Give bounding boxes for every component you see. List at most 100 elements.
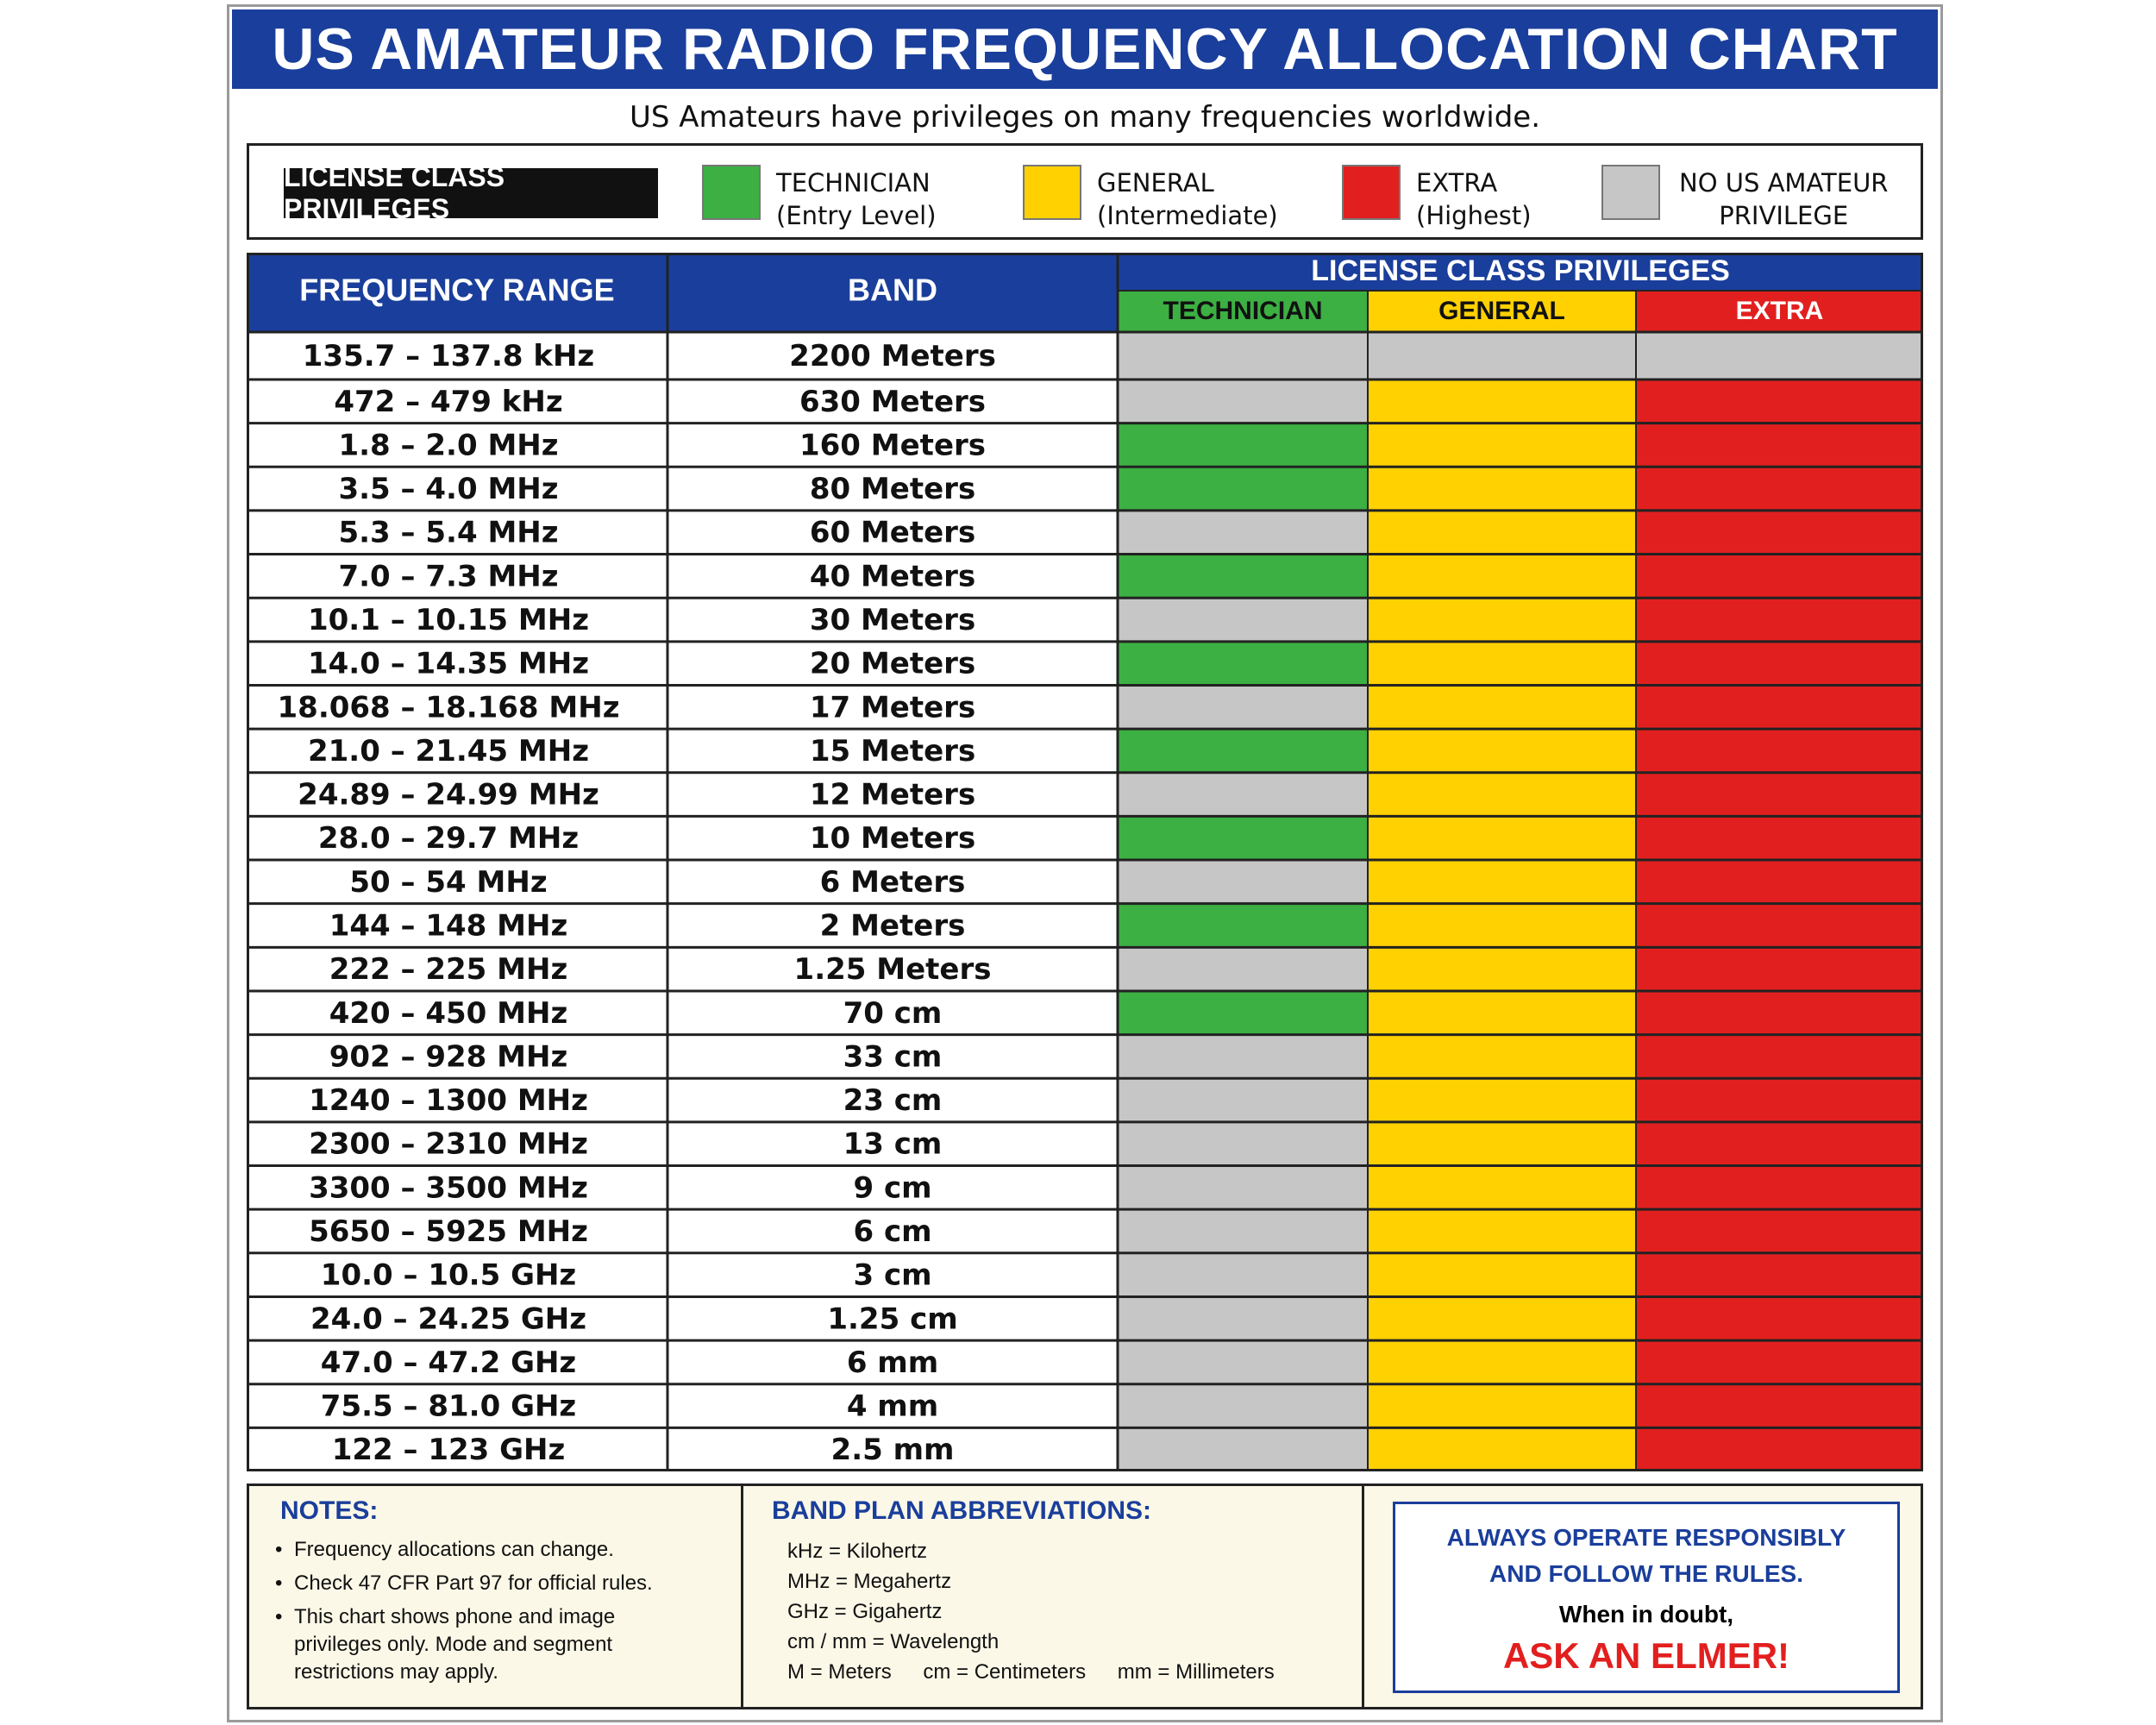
band-label: 2200 Meters	[789, 339, 996, 373]
abbreviation-line-units: M = Meters cm = Centimeters mm = Millime…	[787, 1657, 1300, 1687]
band-label: 60 Meters	[810, 516, 975, 550]
frequency-label: 1240 – 1300 MHz	[309, 1083, 588, 1118]
frequency-label: 1.8 – 2.0 MHz	[338, 428, 558, 462]
frequency-cell	[247, 332, 667, 380]
header-privileges-cell	[1118, 253, 1923, 291]
frequency-cell	[247, 423, 667, 467]
privilege-cell-technician	[1118, 903, 1368, 948]
band-cell	[667, 641, 1118, 686]
motto-line: AND FOLLOW THE RULES.	[1489, 1560, 1803, 1587]
privilege-cell-extra	[1636, 990, 1923, 1035]
no-privilege-swatch	[1601, 165, 1660, 220]
legend-text-none: NO US AMATEUR PRIVILEGE	[1679, 166, 1888, 232]
frequency-label: 10.1 – 10.15 MHz	[308, 603, 589, 637]
notes-column: NOTES: Frequency allocations can change.…	[249, 1486, 743, 1707]
frequency-label: 28.0 – 29.7 MHz	[318, 821, 579, 856]
frequency-label: 18.068 – 18.168 MHz	[278, 690, 620, 724]
privilege-cell-extra	[1636, 1034, 1923, 1079]
motto-line: When in doubt,	[1558, 1601, 1734, 1628]
frequency-cell	[247, 554, 667, 599]
band-label: 2.5 mm	[831, 1433, 955, 1467]
band-cell	[667, 772, 1118, 817]
privilege-cell-extra	[1636, 598, 1923, 642]
frequency-cell	[247, 947, 667, 991]
privilege-cell-general	[1368, 860, 1636, 904]
privilege-cell-technician	[1118, 1078, 1368, 1122]
legend-text-extra: EXTRA (Highest)	[1416, 166, 1532, 232]
frequency-label: 144 – 148 MHz	[329, 909, 568, 944]
header-technician-cell	[1118, 291, 1368, 332]
band-cell	[667, 1209, 1118, 1253]
band-cell	[667, 467, 1118, 511]
notes-heading: NOTES:	[280, 1496, 379, 1525]
abbreviations-list: kHz = Kilohertz MHz = Megahertz GHz = Gi…	[787, 1536, 1300, 1687]
privilege-cell-technician	[1118, 990, 1368, 1035]
band-label: 40 Meters	[810, 559, 975, 593]
band-cell	[667, 729, 1118, 773]
frequency-cell	[247, 1078, 667, 1122]
privilege-cell-technician	[1118, 1252, 1368, 1297]
privilege-cell-technician	[1118, 510, 1368, 555]
privilege-cell-general	[1368, 685, 1636, 730]
legend-text-technician: TECHNICIAN (Entry Level)	[776, 166, 937, 232]
band-label: 9 cm	[853, 1170, 931, 1205]
band-cell	[667, 510, 1118, 555]
band-cell	[667, 380, 1118, 423]
table-border	[247, 253, 1923, 1471]
frequency-label: 222 – 225 MHz	[329, 952, 568, 987]
band-cell	[667, 1034, 1118, 1079]
band-label: 13 cm	[843, 1127, 943, 1162]
frequency-label: 3300 – 3500 MHz	[309, 1170, 588, 1205]
frequency-label: 24.0 – 24.25 GHz	[310, 1302, 586, 1336]
band-label: 160 Meters	[799, 428, 986, 462]
legend-label: GENERAL	[1097, 168, 1214, 198]
note-item: Check 47 CFR Part 97 for official rules.	[273, 1570, 691, 1597]
abbreviation-millimeters: mm = Millimeters	[1117, 1660, 1275, 1684]
privilege-cell-technician	[1118, 729, 1368, 773]
legend-sublabel: PRIVILEGE	[1719, 201, 1849, 230]
band-label: 6 Meters	[820, 865, 966, 900]
band-label: 6 mm	[847, 1346, 938, 1380]
legend-sublabel: (Entry Level)	[776, 201, 937, 230]
privilege-cell-general	[1368, 1121, 1636, 1166]
header-class-label: EXTRA	[1736, 297, 1824, 325]
legend: LICENSE CLASS PRIVILEGES TECHNICIAN (Ent…	[247, 143, 1923, 240]
privilege-cell-extra	[1636, 423, 1923, 467]
legend-sublabel: (Intermediate)	[1097, 201, 1278, 230]
frequency-cell	[247, 1209, 667, 1253]
privilege-cell-technician	[1118, 685, 1368, 730]
note-item: Frequency allocations can change.	[273, 1536, 691, 1564]
privilege-cell-general	[1368, 554, 1636, 599]
privilege-cell-technician	[1118, 816, 1368, 861]
header-class-label: TECHNICIAN	[1163, 297, 1323, 325]
privilege-cell-technician	[1118, 598, 1368, 642]
privilege-cell-extra	[1636, 772, 1923, 817]
frequency-cell	[247, 1383, 667, 1428]
privilege-cell-general	[1368, 510, 1636, 555]
header-privileges-label: LICENSE CLASS PRIVILEGES	[1311, 254, 1730, 287]
privilege-cell-general	[1368, 467, 1636, 511]
band-label: 20 Meters	[810, 647, 975, 681]
frequency-label: 7.0 – 7.3 MHz	[338, 559, 558, 593]
allocation-table: FREQUENCY RANGE BAND LICENSE CLASS PRIVILE…	[247, 253, 1923, 1471]
frequency-cell	[247, 1427, 667, 1471]
frequency-cell	[247, 816, 667, 861]
privilege-cell-extra	[1636, 729, 1923, 773]
frequency-label: 75.5 – 81.0 GHz	[321, 1389, 576, 1424]
frequency-cell	[247, 772, 667, 817]
header-extra-cell	[1636, 291, 1923, 332]
band-label: 3 cm	[853, 1258, 931, 1293]
frequency-label: 135.7 – 137.8 kHz	[303, 339, 594, 373]
band-cell	[667, 554, 1118, 599]
general-swatch	[1023, 165, 1081, 220]
frequency-label: 902 – 928 MHz	[329, 1039, 568, 1074]
privilege-cell-technician	[1118, 554, 1368, 599]
privilege-cell-general	[1368, 1034, 1636, 1079]
note-item: This chart shows phone and image privile…	[273, 1603, 691, 1686]
band-label: 30 Meters	[810, 603, 975, 637]
privilege-cell-technician	[1118, 423, 1368, 467]
abbreviations-column: BAND PLAN ABBREVIATIONS: kHz = Kilohertz…	[741, 1486, 1364, 1707]
motto-line: ALWAYS OPERATE RESPONSIBLY	[1446, 1524, 1846, 1551]
privilege-cell-general	[1368, 1209, 1636, 1253]
band-cell	[667, 903, 1118, 948]
